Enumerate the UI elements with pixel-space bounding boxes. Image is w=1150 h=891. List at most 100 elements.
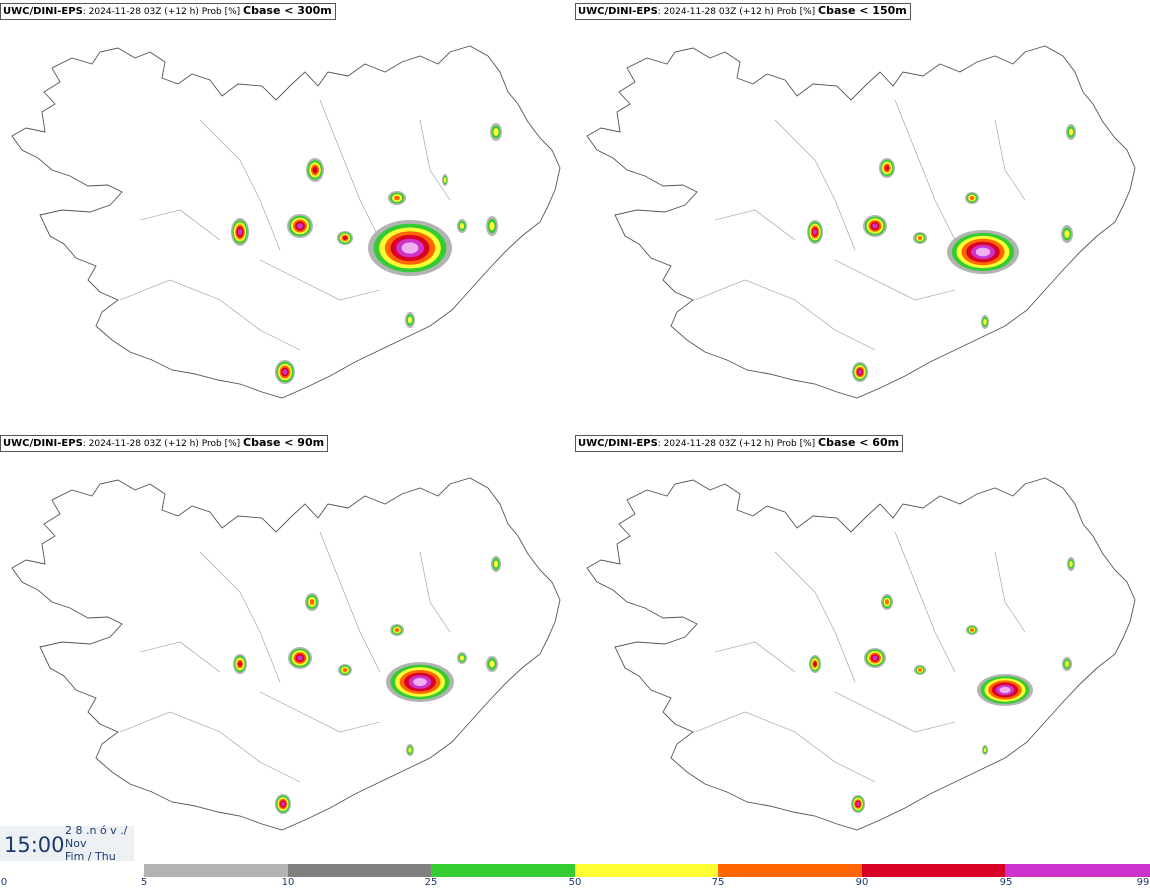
- probability-area: [394, 195, 400, 201]
- probability-area: [493, 128, 499, 136]
- probability-area: [1064, 661, 1070, 667]
- valid-time-box: 15:00 2 8 .n ó v ./ Nov Fim / Thu: [0, 824, 134, 863]
- map-panel: UWC/DINI-EPS: 2024-11-28 03Z (+12 h) Pro…: [0, 432, 575, 864]
- map-panel: UWC/DINI-EPS: 2024-11-28 03Z (+12 h) Pro…: [0, 0, 575, 432]
- run-info: : 2024-11-28 03Z (+12 h) Prob [%]: [82, 7, 241, 17]
- weekday-label: Fim / Thu: [65, 850, 116, 863]
- probability-area: [858, 369, 862, 375]
- probability-area: [342, 236, 348, 240]
- region-boundary: [319, 531, 381, 673]
- probability-area: [237, 228, 243, 236]
- valid-time: 15:00: [4, 833, 65, 857]
- probability-area: [983, 319, 987, 325]
- region-boundary: [994, 119, 1026, 201]
- scale-segment: [575, 864, 718, 877]
- probability-area: [1064, 230, 1070, 238]
- region-boundary: [774, 119, 856, 251]
- model-name: UWC/DINI-EPS: [3, 6, 83, 17]
- iceland-map: [11, 45, 561, 399]
- probability-area: [918, 668, 922, 672]
- probability-area: [297, 223, 303, 229]
- color-scale: [144, 864, 1150, 877]
- region-boundary: [834, 259, 956, 301]
- probability-area: [856, 801, 860, 807]
- region-boundary: [139, 641, 221, 673]
- probability-area: [309, 599, 315, 605]
- probability-area: [493, 560, 499, 568]
- iceland-map: [586, 45, 1136, 399]
- probability-area: [813, 661, 817, 667]
- probability-area: [917, 236, 923, 240]
- region-boundary: [834, 691, 956, 733]
- probability-area: [408, 747, 412, 753]
- probability-area: [281, 801, 285, 807]
- scale-segment: [1005, 864, 1150, 877]
- probability-area: [459, 655, 465, 661]
- run-info: : 2024-11-28 03Z (+12 h) Prob [%]: [657, 439, 816, 449]
- scale-tick: 0: [0, 877, 8, 888]
- coastline: [11, 477, 561, 831]
- region-boundary: [694, 279, 876, 351]
- probability-area: [999, 686, 1011, 694]
- region-boundary: [994, 551, 1026, 633]
- probability-area: [407, 316, 413, 324]
- probability-area: [459, 223, 465, 229]
- threshold-label: Cbase < 300m: [243, 4, 332, 17]
- panel-header: UWC/DINI-EPS: 2024-11-28 03Z (+12 h) Pro…: [575, 3, 911, 20]
- region-boundary: [319, 99, 381, 241]
- scale-tick: 10: [281, 877, 295, 888]
- probability-area: [884, 165, 890, 171]
- probability-area: [342, 668, 348, 672]
- coastline: [586, 477, 1136, 831]
- probability-area: [413, 678, 427, 686]
- region-boundary: [894, 99, 956, 241]
- region-boundary: [259, 259, 381, 301]
- probability-area: [1068, 128, 1074, 136]
- probability-area: [282, 369, 288, 375]
- region-boundary: [199, 551, 281, 683]
- day-number: 2 8 .n ó v ./: [65, 824, 128, 837]
- map-panel: UWC/DINI-EPS: 2024-11-28 03Z (+12 h) Pro…: [575, 0, 1150, 432]
- region-boundary: [119, 711, 301, 783]
- run-info: : 2024-11-28 03Z (+12 h) Prob [%]: [657, 7, 816, 17]
- model-name: UWC/DINI-EPS: [3, 438, 83, 449]
- scale-segment: [718, 864, 862, 877]
- scale-tick: 90: [855, 877, 869, 888]
- threshold-label: Cbase < 60m: [818, 436, 900, 449]
- region-boundary: [714, 209, 796, 241]
- scale-segment: [862, 864, 1005, 877]
- region-boundary: [694, 711, 876, 783]
- probability-area: [975, 247, 991, 257]
- model-name: UWC/DINI-EPS: [578, 6, 658, 17]
- scale-tick: 25: [424, 877, 438, 888]
- probability-area: [970, 628, 974, 632]
- region-boundary: [419, 119, 451, 201]
- scale-tick: 50: [568, 877, 582, 888]
- probability-area: [443, 177, 447, 183]
- scale-tick: 75: [711, 877, 725, 888]
- region-boundary: [419, 551, 451, 633]
- scale-tick: 99: [1136, 877, 1150, 888]
- probability-area: [401, 242, 419, 254]
- region-boundary: [119, 279, 301, 351]
- coastline: [586, 45, 1136, 399]
- scale-segment: [288, 864, 431, 877]
- threshold-label: Cbase < 150m: [818, 4, 907, 17]
- region-boundary: [894, 531, 956, 673]
- probability-area: [872, 655, 878, 661]
- region-boundary: [714, 641, 796, 673]
- iceland-map: [11, 477, 561, 831]
- panel-header: UWC/DINI-EPS: 2024-11-28 03Z (+12 h) Pro…: [0, 3, 336, 20]
- scale-tick: 5: [140, 877, 148, 888]
- probability-area: [983, 747, 987, 753]
- panel-header: UWC/DINI-EPS: 2024-11-28 03Z (+12 h) Pro…: [0, 435, 329, 452]
- threshold-label: Cbase < 90m: [243, 436, 325, 449]
- probability-area: [238, 661, 242, 667]
- scale-tick: 95: [999, 877, 1013, 888]
- probability-area: [489, 221, 495, 231]
- panel-header: UWC/DINI-EPS: 2024-11-28 03Z (+12 h) Pro…: [575, 435, 904, 452]
- probability-area: [969, 196, 975, 200]
- run-info: : 2024-11-28 03Z (+12 h) Prob [%]: [82, 439, 241, 449]
- probability-area: [1069, 561, 1073, 567]
- coastline: [11, 45, 561, 399]
